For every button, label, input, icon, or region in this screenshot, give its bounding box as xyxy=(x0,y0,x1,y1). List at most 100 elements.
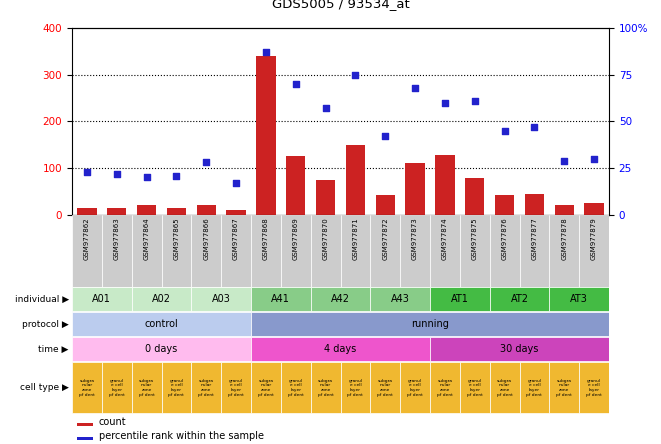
Bar xyxy=(226,210,246,215)
Bar xyxy=(191,215,221,287)
Text: AT1: AT1 xyxy=(451,294,469,304)
Text: subgra
nular
zone
pf dent: subgra nular zone pf dent xyxy=(437,379,453,396)
Bar xyxy=(72,337,251,361)
Bar xyxy=(375,195,395,215)
Text: GSM977871: GSM977871 xyxy=(352,217,358,260)
Bar xyxy=(72,362,102,413)
Text: 0 days: 0 days xyxy=(145,344,178,354)
Text: AT3: AT3 xyxy=(570,294,588,304)
Bar xyxy=(555,205,574,215)
Bar xyxy=(549,362,579,413)
Text: GSM977876: GSM977876 xyxy=(502,217,508,260)
Bar xyxy=(490,215,520,287)
Bar xyxy=(311,287,370,311)
Text: running: running xyxy=(411,319,449,329)
Point xyxy=(171,172,182,179)
Text: GSM977874: GSM977874 xyxy=(442,217,448,260)
Bar xyxy=(400,215,430,287)
Text: time ▶: time ▶ xyxy=(38,345,69,354)
Text: subgra
nular
zone
pf dent: subgra nular zone pf dent xyxy=(557,379,572,396)
Bar xyxy=(161,362,191,413)
Text: granul
e cell
layer
pf dent: granul e cell layer pf dent xyxy=(467,379,483,396)
Point xyxy=(141,174,152,181)
Bar xyxy=(102,362,132,413)
Bar xyxy=(520,362,549,413)
Bar xyxy=(251,215,281,287)
Bar xyxy=(191,287,251,311)
Bar xyxy=(490,362,520,413)
Bar xyxy=(311,362,340,413)
Bar xyxy=(370,215,400,287)
Point xyxy=(290,80,301,87)
Bar xyxy=(430,287,490,311)
Bar xyxy=(549,215,579,287)
Bar xyxy=(221,215,251,287)
Bar xyxy=(430,337,609,361)
Text: granul
e cell
layer
pf dent: granul e cell layer pf dent xyxy=(586,379,602,396)
Point xyxy=(350,71,361,78)
Bar xyxy=(161,215,191,287)
Bar xyxy=(460,362,490,413)
Text: GDS5005 / 93534_at: GDS5005 / 93534_at xyxy=(272,0,409,10)
Point xyxy=(559,157,570,164)
Point xyxy=(440,99,450,106)
Text: GSM977872: GSM977872 xyxy=(382,217,388,260)
Text: GSM977868: GSM977868 xyxy=(263,217,269,260)
Bar xyxy=(251,287,311,311)
Point xyxy=(260,49,271,56)
Bar xyxy=(72,215,102,287)
Text: subgra
nular
zone
pf dent: subgra nular zone pf dent xyxy=(318,379,334,396)
Text: granul
e cell
layer
pf dent: granul e cell layer pf dent xyxy=(109,379,125,396)
Point xyxy=(529,123,539,131)
Bar xyxy=(520,215,549,287)
Text: GSM977863: GSM977863 xyxy=(114,217,120,260)
Point xyxy=(469,97,480,104)
Text: 4 days: 4 days xyxy=(325,344,357,354)
Text: A01: A01 xyxy=(93,294,111,304)
Bar xyxy=(281,215,311,287)
Bar xyxy=(579,362,609,413)
Bar xyxy=(107,208,126,215)
Text: GSM977879: GSM977879 xyxy=(591,217,597,260)
Point xyxy=(112,170,122,177)
Text: protocol ▶: protocol ▶ xyxy=(22,320,69,329)
Text: A03: A03 xyxy=(212,294,231,304)
Bar xyxy=(490,287,549,311)
Bar xyxy=(251,337,430,361)
Text: subgra
nular
zone
pf dent: subgra nular zone pf dent xyxy=(496,379,512,396)
Bar xyxy=(584,203,603,215)
Bar xyxy=(549,287,609,311)
Bar xyxy=(132,215,161,287)
Bar xyxy=(132,362,161,413)
Bar xyxy=(102,215,132,287)
Bar xyxy=(191,362,221,413)
Text: A43: A43 xyxy=(391,294,410,304)
Text: GSM977875: GSM977875 xyxy=(472,217,478,260)
Point xyxy=(589,155,600,163)
Text: GSM977867: GSM977867 xyxy=(233,217,239,260)
Text: 30 days: 30 days xyxy=(500,344,539,354)
Bar xyxy=(460,215,490,287)
Text: GSM977869: GSM977869 xyxy=(293,217,299,260)
Bar xyxy=(167,208,186,215)
Text: A42: A42 xyxy=(331,294,350,304)
Bar xyxy=(72,312,251,336)
Bar xyxy=(137,206,156,215)
Text: granul
e cell
layer
pf dent: granul e cell layer pf dent xyxy=(348,379,364,396)
Text: subgra
nular
zone
pf dent: subgra nular zone pf dent xyxy=(139,379,155,396)
Bar xyxy=(132,287,191,311)
Point xyxy=(499,127,510,134)
Text: granul
e cell
layer
pf dent: granul e cell layer pf dent xyxy=(169,379,184,396)
Text: GSM977864: GSM977864 xyxy=(143,217,149,260)
Text: GSM977877: GSM977877 xyxy=(531,217,537,260)
Text: control: control xyxy=(145,319,178,329)
Point xyxy=(81,168,92,175)
Point xyxy=(231,179,241,186)
Bar xyxy=(77,423,93,426)
Text: GSM977878: GSM977878 xyxy=(561,217,567,260)
Bar xyxy=(400,362,430,413)
Bar xyxy=(370,287,430,311)
Point xyxy=(321,105,331,112)
Text: GSM977862: GSM977862 xyxy=(84,217,90,260)
Text: individual ▶: individual ▶ xyxy=(15,295,69,304)
